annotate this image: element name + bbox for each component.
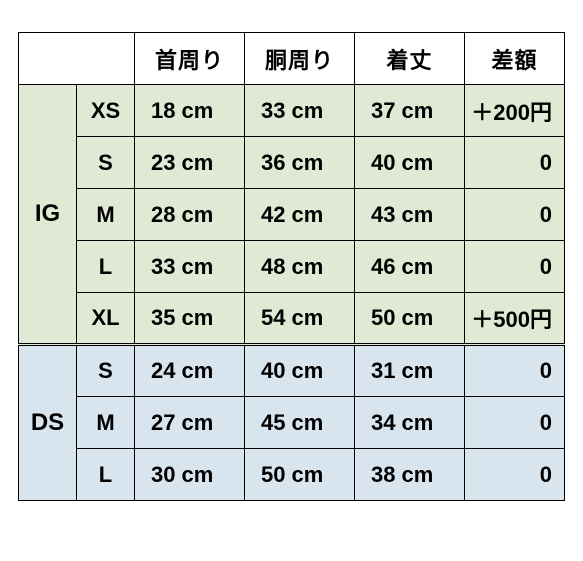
price-diff: ＋200円 — [465, 85, 565, 137]
header-length: 着丈 — [355, 33, 465, 85]
measure-length: 50cm — [355, 293, 465, 345]
group-label: DS — [19, 345, 77, 501]
header-diff: 差額 — [465, 33, 565, 85]
group-label: IG — [19, 85, 77, 345]
measure-neck: 35cm — [135, 293, 245, 345]
header-body: 胴周り — [245, 33, 355, 85]
measure-length: 37cm — [355, 85, 465, 137]
table-row: M28cm42cm43cm0 — [19, 189, 565, 241]
table-row: DSS24cm40cm31cm0 — [19, 345, 565, 397]
price-diff: 0 — [465, 397, 565, 449]
measure-length: 46cm — [355, 241, 465, 293]
table-row: L30cm50cm38cm0 — [19, 449, 565, 501]
header-blank — [19, 33, 135, 85]
size-label: XS — [77, 85, 135, 137]
measure-neck: 28cm — [135, 189, 245, 241]
measure-body: 36cm — [245, 137, 355, 189]
price-diff: ＋500円 — [465, 293, 565, 345]
table-row: XL35cm54cm50cm＋500円 — [19, 293, 565, 345]
measure-neck: 23cm — [135, 137, 245, 189]
measure-body: 45cm — [245, 397, 355, 449]
table-row: IGXS18cm33cm37cm＋200円 — [19, 85, 565, 137]
measure-length: 31cm — [355, 345, 465, 397]
measure-neck: 24cm — [135, 345, 245, 397]
size-label: S — [77, 137, 135, 189]
measure-body: 50cm — [245, 449, 355, 501]
measure-neck: 33cm — [135, 241, 245, 293]
price-diff: 0 — [465, 241, 565, 293]
measure-body: 48cm — [245, 241, 355, 293]
price-diff: 0 — [465, 137, 565, 189]
table-row: L33cm48cm46cm0 — [19, 241, 565, 293]
measure-neck: 30cm — [135, 449, 245, 501]
measure-length: 43cm — [355, 189, 465, 241]
size-label: S — [77, 345, 135, 397]
measure-length: 38cm — [355, 449, 465, 501]
price-diff: 0 — [465, 345, 565, 397]
size-chart-table: 首周り 胴周り 着丈 差額 IGXS18cm33cm37cm＋200円S23cm… — [18, 32, 565, 501]
size-label: L — [77, 449, 135, 501]
measure-neck: 27cm — [135, 397, 245, 449]
measure-body: 42cm — [245, 189, 355, 241]
table-row: S23cm36cm40cm0 — [19, 137, 565, 189]
price-diff: 0 — [465, 189, 565, 241]
size-label: XL — [77, 293, 135, 345]
measure-length: 40cm — [355, 137, 465, 189]
size-label: L — [77, 241, 135, 293]
header-neck: 首周り — [135, 33, 245, 85]
size-label: M — [77, 189, 135, 241]
measure-body: 54cm — [245, 293, 355, 345]
measure-neck: 18cm — [135, 85, 245, 137]
price-diff: 0 — [465, 449, 565, 501]
header-row: 首周り 胴周り 着丈 差額 — [19, 33, 565, 85]
measure-body: 40cm — [245, 345, 355, 397]
table-row: M27cm45cm34cm0 — [19, 397, 565, 449]
size-label: M — [77, 397, 135, 449]
measure-body: 33cm — [245, 85, 355, 137]
measure-length: 34cm — [355, 397, 465, 449]
